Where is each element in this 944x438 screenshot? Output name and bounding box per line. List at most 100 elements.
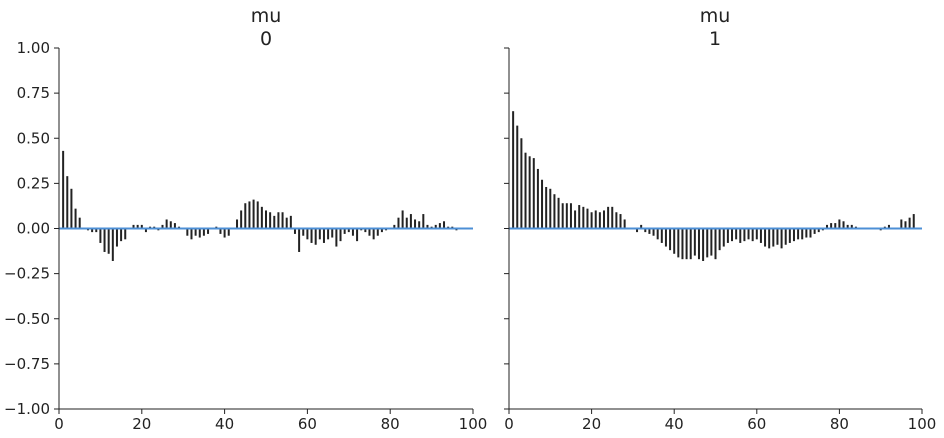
acf-bar bbox=[669, 228, 672, 251]
acf-bar bbox=[619, 214, 622, 229]
acf-bar bbox=[887, 224, 890, 229]
acf-bar bbox=[298, 228, 301, 252]
y-tick-label: −1.00 bbox=[4, 400, 50, 418]
panel-mu-1: mu 1 0 20 40 60 80 100 bbox=[504, 5, 936, 433]
acf-bar bbox=[685, 228, 688, 260]
acf-bar bbox=[908, 217, 911, 229]
x-tick-label: 0 bbox=[504, 415, 514, 433]
acf-bar bbox=[834, 223, 837, 229]
panel-mu-0: mu 0 1.00 0.75 0.50 0.25 0.00 −0.25 −0.50 −0.75… bbox=[4, 5, 487, 433]
acf-bar bbox=[62, 150, 65, 229]
acf-bar bbox=[376, 228, 379, 236]
acf-bar bbox=[136, 224, 139, 229]
acf-bar bbox=[414, 219, 417, 229]
acf-bar bbox=[772, 228, 775, 247]
acf-bar bbox=[532, 158, 535, 229]
acf-bar bbox=[813, 228, 816, 234]
acf-bar bbox=[227, 228, 230, 236]
acf-bar bbox=[900, 219, 903, 229]
acf-bar bbox=[520, 138, 523, 229]
acf-bar bbox=[702, 228, 705, 261]
x-tick-label: 80 bbox=[381, 415, 400, 433]
y-tick-label: −0.25 bbox=[4, 265, 50, 283]
acf-bar bbox=[553, 194, 556, 229]
acf-bar bbox=[409, 214, 412, 229]
acf-bar bbox=[681, 228, 684, 260]
acf-bar bbox=[202, 228, 205, 236]
x-tick-label: 40 bbox=[665, 415, 684, 433]
acf-bar bbox=[364, 228, 367, 233]
acf-bar bbox=[368, 228, 371, 236]
acf-bar bbox=[161, 224, 164, 229]
acf-bar bbox=[590, 212, 593, 229]
acf-bar bbox=[788, 228, 791, 243]
panel-1-x-ticks: 0 20 40 60 80 100 bbox=[504, 409, 936, 433]
acf-bar bbox=[541, 179, 544, 229]
acf-bar bbox=[343, 228, 346, 234]
acf-bar bbox=[314, 228, 317, 245]
acf-bar bbox=[103, 228, 106, 252]
acf-bar bbox=[397, 217, 400, 229]
acf-bar bbox=[578, 205, 581, 229]
acf-bar bbox=[443, 221, 446, 229]
x-tick-label: 40 bbox=[215, 415, 234, 433]
acf-bar bbox=[120, 228, 123, 242]
acf-bar bbox=[636, 228, 639, 233]
acf-bar bbox=[335, 228, 338, 247]
acf-bar bbox=[140, 224, 143, 229]
acf-bar bbox=[236, 219, 239, 229]
acf-bar bbox=[78, 217, 81, 229]
acf-bar bbox=[380, 228, 383, 233]
acf-bar bbox=[780, 228, 783, 249]
acf-bar bbox=[124, 228, 127, 240]
acf-bar bbox=[792, 228, 795, 242]
acf-bar bbox=[565, 203, 568, 229]
acf-bar bbox=[805, 228, 808, 238]
acf-bar bbox=[289, 215, 292, 229]
y-tick-label: 0.50 bbox=[17, 129, 50, 147]
acf-bar bbox=[347, 228, 350, 233]
y-tick-label: 0.75 bbox=[17, 84, 50, 102]
acf-bar bbox=[372, 228, 375, 240]
panel-0-subtitle: 0 bbox=[260, 28, 272, 50]
acf-bar bbox=[904, 221, 907, 229]
acf-bar bbox=[322, 228, 325, 243]
acf-bar bbox=[339, 228, 342, 242]
acf-bar bbox=[743, 228, 746, 242]
acf-bar bbox=[652, 228, 655, 236]
acf-bar bbox=[327, 228, 330, 240]
acf-bar bbox=[351, 228, 354, 236]
acf-bar bbox=[656, 228, 659, 240]
x-tick-label: 60 bbox=[747, 415, 766, 433]
acf-bar bbox=[850, 224, 853, 229]
acf-bar bbox=[731, 228, 734, 242]
acf-bar bbox=[318, 228, 321, 240]
acf-bar bbox=[755, 228, 758, 240]
y-tick-label: 0.00 bbox=[17, 220, 50, 238]
acf-bar bbox=[173, 223, 176, 229]
acf-bar bbox=[260, 206, 263, 229]
acf-bar bbox=[644, 228, 647, 233]
acf-bar bbox=[739, 228, 742, 243]
acf-bar bbox=[664, 228, 667, 247]
panel-1-y-ticks bbox=[504, 47, 509, 410]
acf-bar bbox=[912, 214, 915, 229]
acf-bar bbox=[306, 228, 309, 240]
x-tick-label: 20 bbox=[582, 415, 601, 433]
acf-bar bbox=[545, 186, 548, 229]
acf-bar bbox=[198, 228, 201, 238]
acf-bar bbox=[615, 212, 618, 229]
acf-bar bbox=[648, 228, 651, 234]
y-tick-label: 0.25 bbox=[17, 174, 50, 192]
acf-bar bbox=[219, 228, 222, 234]
acf-bar bbox=[190, 228, 193, 240]
panel-0-y-ticks: 1.00 0.75 0.50 0.25 0.00 −0.25 −0.50 −0.75 −1.00 bbox=[4, 39, 59, 418]
acf-bar bbox=[722, 228, 725, 247]
acf-bar bbox=[244, 203, 247, 229]
acf-bar bbox=[405, 217, 408, 229]
acf-bar bbox=[293, 228, 296, 234]
acf-bar bbox=[74, 208, 77, 229]
acf-bar bbox=[846, 224, 849, 229]
acf-bar bbox=[186, 228, 189, 236]
